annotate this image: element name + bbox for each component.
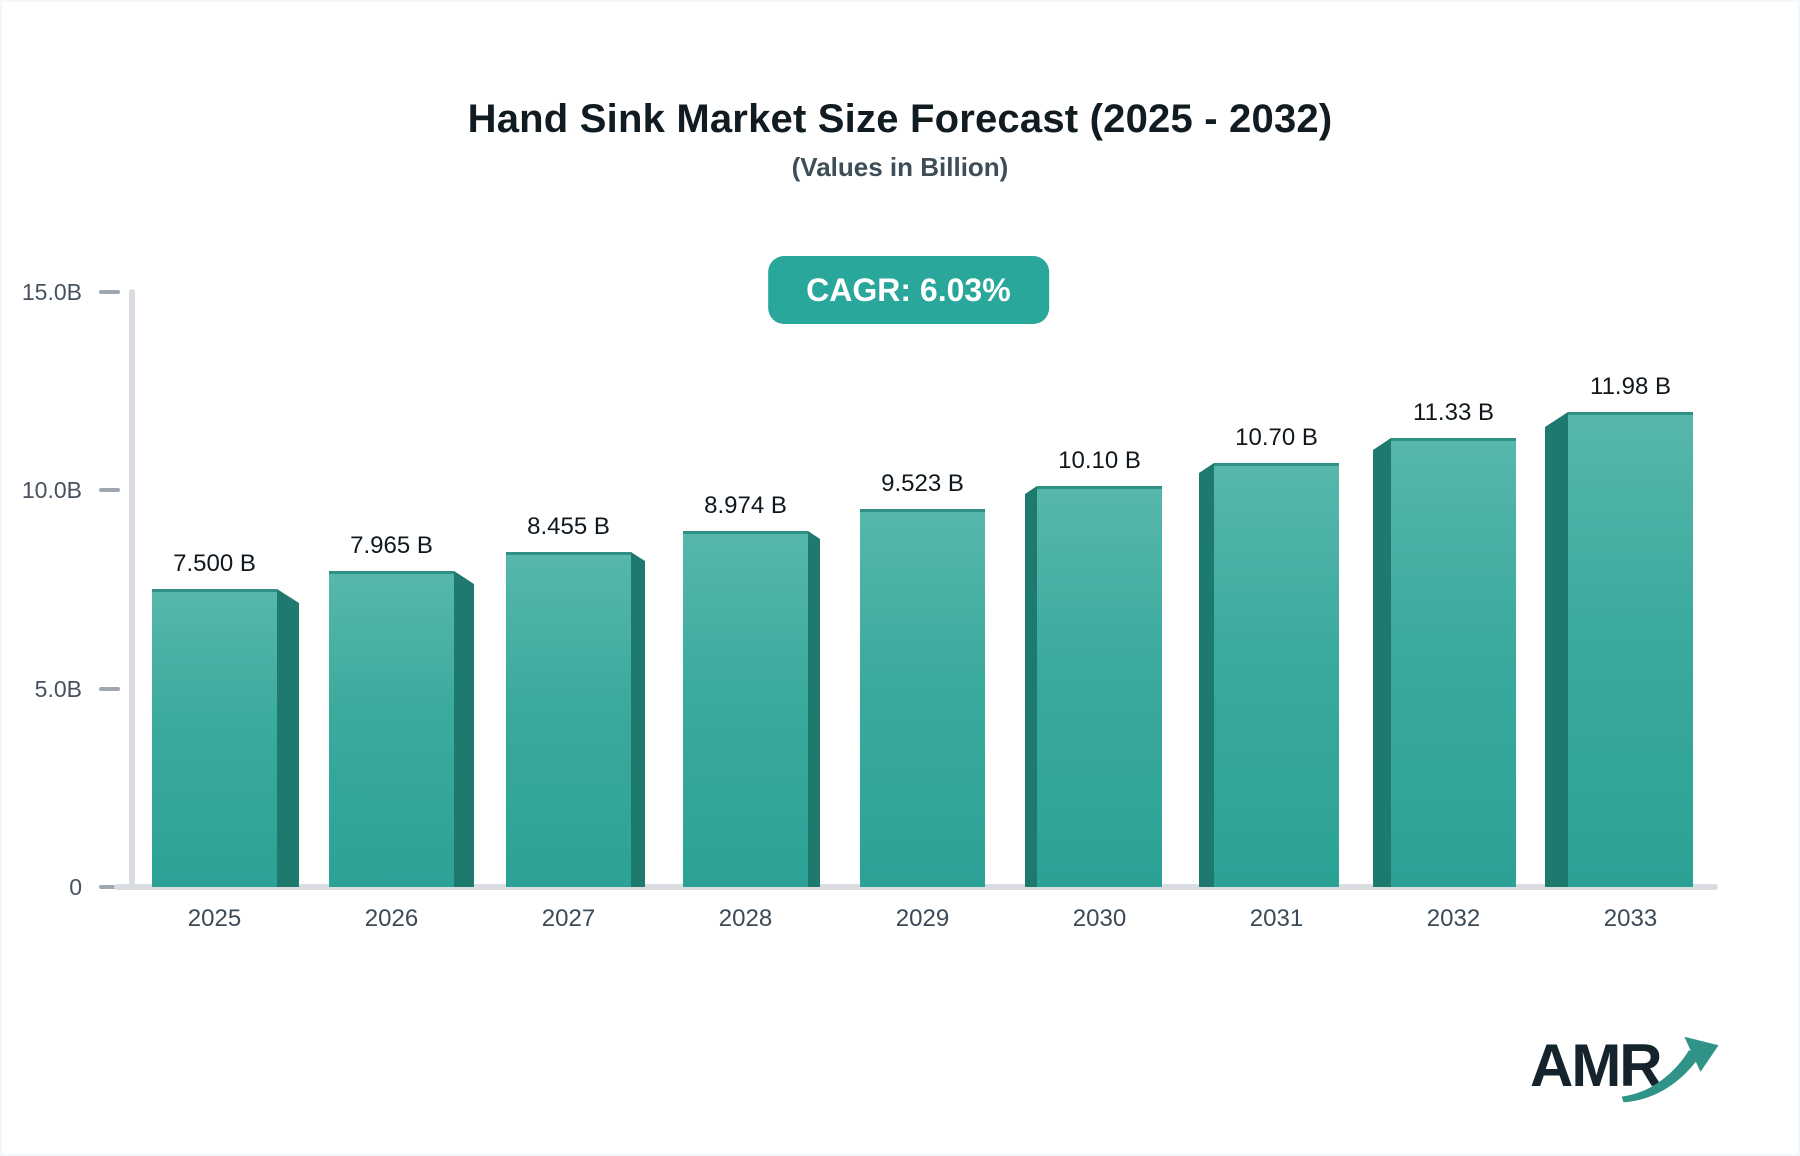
bar-value-label-2028: 8.974 B — [704, 492, 787, 519]
bar-side-3d-2027 — [631, 552, 645, 887]
bar-side-3d-2025 — [277, 589, 299, 887]
bar-2026 — [329, 571, 454, 887]
growth-arrow-icon — [1621, 1036, 1719, 1103]
bar-value-label-2027: 8.455 B — [527, 513, 610, 540]
bar-value-label-2029: 9.523 B — [881, 470, 964, 497]
x-axis-label-2033: 2033 — [1603, 905, 1658, 932]
y-axis-label: 15.0B — [21, 279, 82, 305]
y-axis-tick — [99, 488, 120, 493]
x-axis-line — [114, 884, 1718, 890]
bar-2025 — [152, 589, 277, 887]
bar-2030 — [1037, 486, 1162, 887]
amr-logo-text: AMR — [1530, 1032, 1663, 1099]
y-axis-tick — [99, 885, 120, 889]
y-axis-tick — [99, 290, 120, 294]
x-axis-label-2025: 2025 — [187, 905, 242, 932]
bar-value-label-2026: 7.965 B — [350, 532, 433, 559]
bar-side-3d-2030 — [1025, 486, 1037, 887]
bar-value-label-2031: 10.70 B — [1235, 424, 1318, 451]
y-axis-label: 10.0B — [21, 477, 82, 504]
bar-2028 — [683, 531, 808, 887]
bar-2029 — [860, 509, 985, 887]
x-axis-label-2030: 2030 — [1072, 905, 1127, 932]
cagr-badge: CAGR: 6.03% — [768, 256, 1049, 324]
x-axis-label-2032: 2032 — [1426, 905, 1481, 932]
bar-side-3d-2033 — [1545, 412, 1568, 887]
y-axis-label: 0 — [69, 874, 82, 900]
y-axis-tick — [99, 686, 120, 691]
chart-title: Hand Sink Market Size Forecast (2025 - 2… — [467, 97, 1333, 141]
bar-2027 — [506, 552, 631, 887]
amr-logo: AMR — [1530, 1034, 1730, 1114]
bar-2031 — [1214, 463, 1339, 887]
x-axis-label-2029: 2029 — [895, 905, 950, 932]
bar-side-3d-2032 — [1373, 438, 1391, 887]
bar-value-label-2032: 11.33 B — [1413, 399, 1494, 426]
bar-2032 — [1391, 438, 1516, 887]
x-axis-label-2031: 2031 — [1249, 905, 1304, 932]
chart-subtitle: (Values in Billion) — [791, 152, 1009, 182]
bar-side-3d-2028 — [808, 531, 820, 887]
y-axis-label: 5.0B — [34, 675, 82, 702]
bar-value-label-2030: 10.10 B — [1058, 447, 1141, 474]
x-axis-label-2027: 2027 — [541, 905, 596, 932]
bar-side-3d-2031 — [1199, 463, 1214, 887]
bar-2033 — [1568, 412, 1693, 887]
x-axis-label-2028: 2028 — [718, 905, 773, 932]
bar-value-label-2033: 11.98 B — [1590, 373, 1671, 400]
bar-side-3d-2026 — [454, 571, 474, 887]
y-axis-line — [129, 289, 135, 890]
bar-value-label-2025: 7.500 B — [173, 550, 256, 577]
x-axis-label-2026: 2026 — [364, 905, 419, 932]
